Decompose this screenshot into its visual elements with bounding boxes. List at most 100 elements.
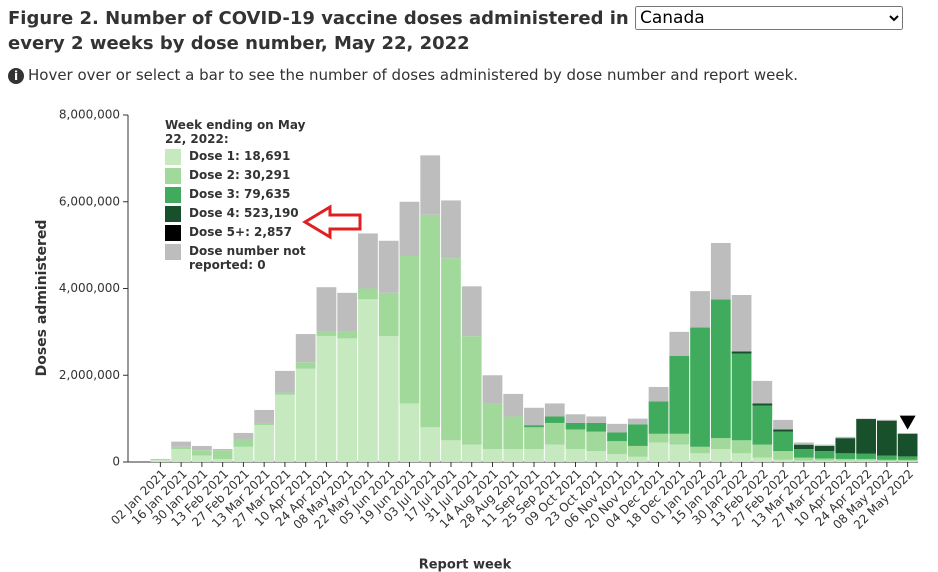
bar-segment xyxy=(399,403,420,462)
bar-segment xyxy=(461,286,482,337)
bar-segment xyxy=(876,459,897,462)
bar-segment xyxy=(254,409,275,423)
bar-segment xyxy=(627,456,648,462)
title-part: every 2 weeks by dose number, May 22, 20… xyxy=(8,33,470,54)
bar-segment xyxy=(876,455,897,460)
bar-segment xyxy=(503,448,524,462)
bar-segment xyxy=(856,460,876,462)
bar-segment xyxy=(731,351,752,354)
bar-segment xyxy=(793,448,814,458)
bar-segment xyxy=(150,458,171,460)
y-tick-label: 8,000,000 xyxy=(59,108,120,122)
bar-segment xyxy=(752,405,773,445)
bar-segment xyxy=(358,299,378,462)
y-tick-label: 0 xyxy=(112,455,120,469)
legend-label: Dose 3: 79,635 xyxy=(189,187,291,201)
bar-segment xyxy=(835,436,856,439)
bar-segment xyxy=(897,459,918,462)
bar-segment xyxy=(586,422,607,432)
info-icon: i xyxy=(8,68,24,84)
bar-segment xyxy=(814,444,835,446)
bar-segment xyxy=(710,448,731,462)
bar-segment xyxy=(337,292,358,332)
bar-segment xyxy=(793,457,814,461)
bar-segment xyxy=(544,403,565,417)
bar-segment xyxy=(212,450,233,459)
bar-segment xyxy=(586,431,607,452)
bar-segment xyxy=(192,455,212,462)
bar-segment xyxy=(731,440,752,454)
bar-segment xyxy=(461,336,482,445)
bar-segment xyxy=(316,331,337,337)
bar-segment xyxy=(420,214,441,428)
bar-segment xyxy=(482,448,503,462)
bar-segment xyxy=(648,433,669,443)
selected-marker xyxy=(899,415,916,430)
bar-segment xyxy=(275,392,295,395)
legend-title: Week ending on May 22, 2022: xyxy=(165,118,306,146)
bar-segment xyxy=(295,368,316,462)
bar-segment xyxy=(876,461,897,462)
figure-title: Figure 2. Number of COVID-19 vaccine dos… xyxy=(8,6,908,56)
bar-segment xyxy=(482,403,503,449)
bar-segment xyxy=(171,446,192,449)
bar-segment xyxy=(295,362,316,369)
bar-segment xyxy=(669,433,690,445)
y-tick-label: 4,000,000 xyxy=(59,281,120,295)
bar-segment xyxy=(690,446,710,454)
bar-segment xyxy=(648,386,669,402)
bar-segment xyxy=(399,201,420,256)
bar-segment xyxy=(275,394,295,462)
bar-segment xyxy=(669,331,690,356)
bar-segment xyxy=(607,432,627,442)
bar-segment xyxy=(876,420,897,456)
bar-segment xyxy=(793,442,814,445)
bar-segment xyxy=(773,431,793,452)
legend-entry: Dose 3: 79,635 xyxy=(165,187,325,203)
bar-segment xyxy=(524,407,544,426)
bar-segment xyxy=(897,433,918,457)
bar-segment xyxy=(731,453,752,462)
region-select[interactable]: Canada xyxy=(635,6,903,30)
x-axis-label: Report week xyxy=(419,558,512,572)
legend-swatch xyxy=(165,187,181,203)
bar-segment xyxy=(752,403,773,406)
bar-segment xyxy=(565,422,586,430)
bar-segment xyxy=(607,423,627,433)
bar-segment xyxy=(378,292,399,337)
bar-segment xyxy=(586,451,607,462)
bar-segment xyxy=(731,295,752,352)
bar-segment xyxy=(420,427,441,462)
bar-segment xyxy=(897,461,918,462)
legend-entry: Dose 1: 18,691 xyxy=(165,149,325,165)
bar-segment xyxy=(378,336,399,462)
bar-segment xyxy=(752,457,773,462)
bar-segment xyxy=(150,459,171,462)
legend-entry: Dose 5+: 2,857 xyxy=(165,225,325,241)
bar-segment xyxy=(544,444,565,462)
bar-segment xyxy=(669,444,690,462)
legend: Week ending on May 22, 2022: Dose 1: 18,6… xyxy=(165,118,325,272)
bar-segment xyxy=(690,453,710,462)
bar-segment xyxy=(690,291,710,328)
bar-segment xyxy=(503,416,524,449)
bar-segment xyxy=(773,451,793,460)
bar-segment xyxy=(233,439,254,447)
bar-segment xyxy=(814,451,835,459)
bar-segment xyxy=(710,299,731,439)
legend-swatch xyxy=(165,206,181,222)
bar-segment xyxy=(233,446,254,462)
bar-segment xyxy=(773,419,793,430)
bar-segment xyxy=(378,240,399,293)
legend-label: Dose number not reported: 0 xyxy=(189,244,306,272)
legend-label: Dose 5+: 2,857 xyxy=(189,225,293,239)
bar-segment xyxy=(876,419,897,421)
bar-segment xyxy=(358,288,378,300)
bar-segment xyxy=(607,454,627,462)
bar-segment xyxy=(627,424,648,446)
bar-segment xyxy=(254,422,275,426)
bar-segment xyxy=(835,458,856,461)
bar-segment xyxy=(627,418,648,425)
bar-segment xyxy=(835,460,856,462)
